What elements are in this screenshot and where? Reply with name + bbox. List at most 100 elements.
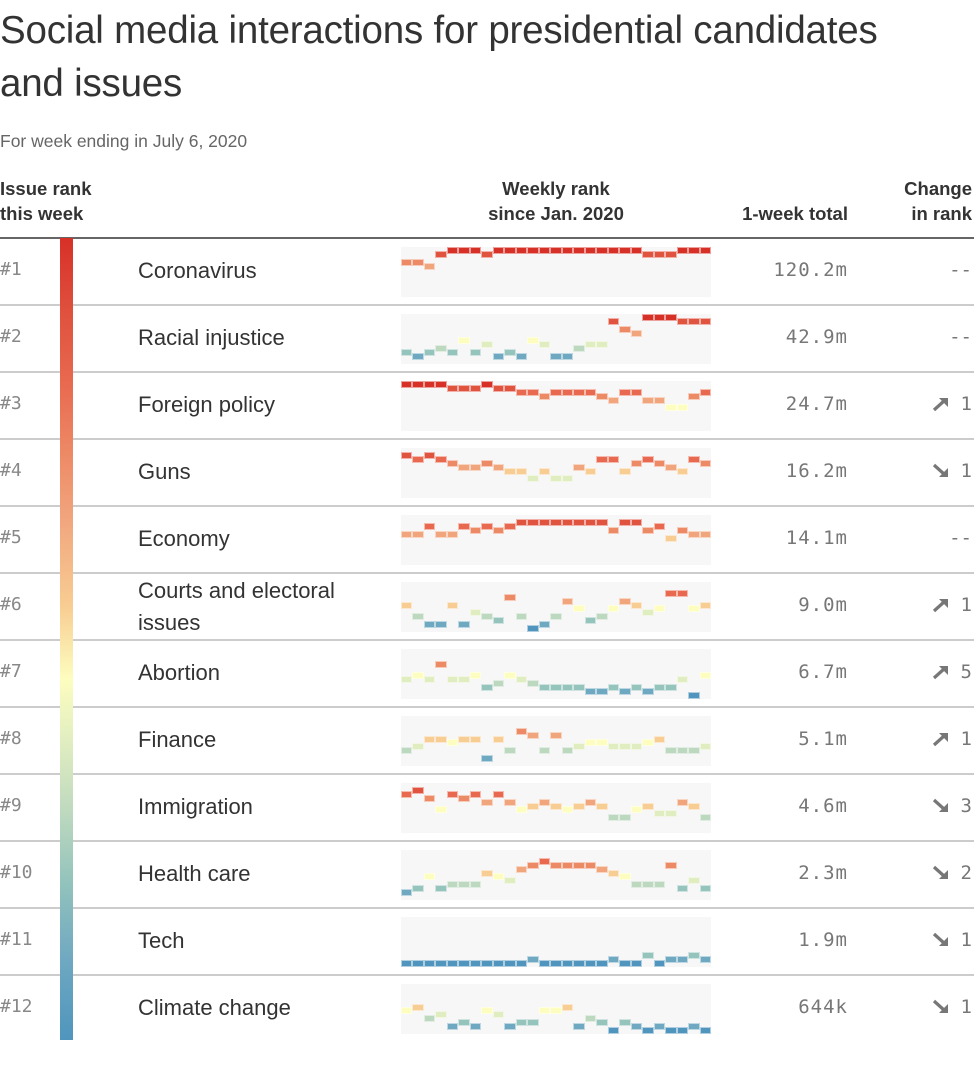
week-rank-cell	[515, 865, 528, 873]
week-rank-cell	[504, 467, 516, 475]
week-rank-cell	[527, 475, 539, 483]
rank-label: #2	[0, 326, 22, 347]
week-rank-cell	[584, 688, 597, 696]
week-rank-cell	[538, 857, 551, 865]
weekly-rank-sparkline	[401, 582, 711, 632]
week-rank-cell	[492, 1011, 505, 1019]
week-rank-cell	[642, 455, 654, 463]
week-rank-cell	[653, 314, 666, 321]
week-rank-cell	[423, 676, 436, 684]
week-rank-cell	[630, 388, 643, 396]
week-rank-cell	[584, 798, 597, 806]
week-rank-cell	[423, 960, 436, 967]
week-rank-cell	[573, 247, 585, 254]
week-total: 24.7m	[785, 393, 848, 415]
week-rank-cell	[642, 526, 654, 534]
week-rank-cell	[561, 861, 574, 869]
arrow-down-right-icon	[931, 931, 951, 949]
weekly-rank-sparkline	[401, 314, 711, 364]
week-rank-cell	[607, 684, 620, 692]
week-rank-cell	[527, 1019, 539, 1027]
week-rank-cell	[423, 522, 436, 530]
week-rank-cell	[481, 798, 493, 806]
week-rank-cell	[596, 802, 608, 810]
week-rank-cell	[458, 960, 470, 967]
week-rank-cell	[492, 873, 505, 881]
week-total: 4.6m	[798, 795, 848, 817]
header-divider	[0, 237, 974, 239]
weekly-rank-sparkline	[401, 984, 711, 1034]
week-rank-cell	[401, 790, 413, 798]
week-rank-cell	[446, 739, 459, 747]
week-rank-cell	[550, 1007, 562, 1015]
weekly-rank-sparkline	[401, 917, 711, 967]
week-rank-cell	[481, 613, 493, 621]
week-rank-cell	[699, 672, 711, 680]
week-rank-cell	[573, 861, 585, 869]
week-rank-cell	[492, 960, 505, 967]
week-rank-cell	[550, 684, 562, 692]
weekly-rank-sparkline	[401, 850, 711, 900]
issue-name: Guns	[138, 459, 191, 484]
rank-change: 1	[931, 393, 972, 415]
week-rank-cell	[527, 731, 539, 739]
issue-name: Racial injustice	[138, 325, 285, 350]
rank-label: #11	[0, 929, 33, 950]
rank-color-legend-bar	[60, 238, 73, 1040]
week-rank-cell	[561, 388, 574, 396]
week-rank-cell	[630, 881, 643, 889]
week-rank-cell	[412, 613, 424, 621]
week-rank-cell	[607, 526, 620, 534]
week-rank-cell	[584, 518, 597, 526]
week-rank-cell	[527, 625, 539, 632]
rank-label: #3	[0, 393, 22, 414]
rank-label: #9	[0, 795, 22, 816]
week-rank-cell	[412, 672, 424, 680]
week-rank-cell	[538, 341, 551, 349]
week-total: 9.0m	[798, 594, 848, 616]
week-rank-cell	[596, 341, 608, 349]
table-row: #2 Racial injustice 42.9m --	[0, 306, 974, 373]
week-rank-cell	[423, 381, 436, 388]
week-rank-cell	[676, 956, 689, 964]
week-rank-cell	[607, 956, 620, 964]
week-rank-cell	[423, 735, 436, 743]
week-total: 42.9m	[785, 326, 848, 348]
week-rank-cell	[573, 345, 585, 353]
week-rank-cell	[676, 317, 689, 325]
week-rank-cell	[596, 865, 608, 873]
week-rank-cell	[665, 810, 677, 818]
week-rank-cell	[642, 250, 654, 258]
column-header-rank-line1: Issue rank	[0, 178, 92, 199]
column-header-change: Change in rank	[860, 176, 972, 226]
rank-change-value: --	[949, 527, 972, 549]
week-rank-cell	[607, 605, 620, 613]
column-header-rank-line2: this week	[0, 203, 84, 224]
week-rank-cell	[619, 1019, 631, 1027]
week-rank-cell	[458, 337, 470, 345]
week-total: 16.2m	[785, 460, 848, 482]
table-row: #5 Economy 14.1m --	[0, 507, 974, 574]
issue-name: Tech	[138, 928, 185, 953]
week-rank-cell	[401, 601, 413, 609]
week-rank-cell	[550, 388, 562, 396]
week-rank-cell	[538, 798, 551, 806]
week-rank-cell	[630, 247, 643, 254]
column-header-weekly-line1: Weekly rank	[502, 178, 610, 199]
week-rank-cell	[469, 384, 482, 392]
rank-change: 1	[931, 929, 972, 951]
week-rank-cell	[538, 960, 551, 967]
week-rank-cell	[676, 467, 689, 475]
week-rank-cell	[665, 956, 677, 964]
table-row: #11 Tech 1.9m 1	[0, 909, 974, 976]
week-rank-cell	[676, 747, 689, 755]
week-rank-cell	[699, 530, 711, 538]
week-rank-cell	[446, 676, 459, 684]
week-rank-cell	[584, 341, 597, 349]
week-rank-cell	[653, 605, 666, 613]
week-rank-cell	[642, 881, 654, 889]
week-rank-cell	[607, 814, 620, 822]
week-rank-cell	[676, 798, 689, 806]
week-total: 6.7m	[798, 661, 848, 683]
weekly-rank-sparkline	[401, 448, 711, 498]
